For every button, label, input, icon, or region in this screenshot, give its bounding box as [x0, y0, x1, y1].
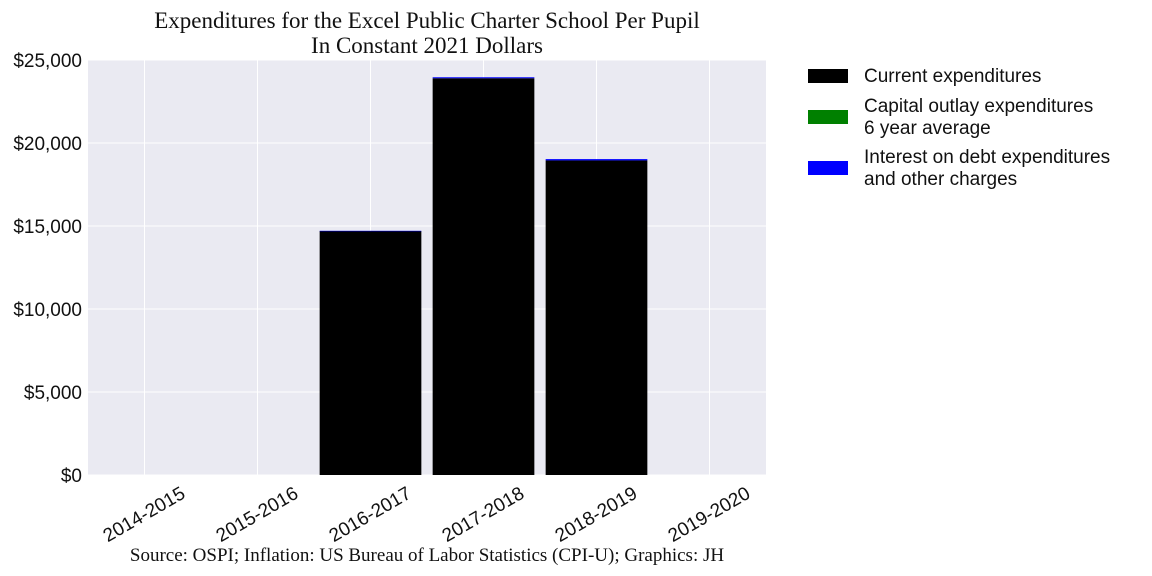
chart-title: Expenditures for the Excel Public Charte…	[154, 8, 700, 33]
y-tick-label: $5,000	[24, 383, 82, 404]
x-tick-label: 2018-2019	[552, 483, 641, 547]
bar-series-1	[319, 230, 422, 475]
legend-swatch	[808, 110, 848, 124]
x-axis-ticks: 2014-2015 2015-2016 2016-2017 2017-2018 2018…	[100, 483, 754, 547]
bar-series-3	[319, 230, 422, 232]
x-tick-label: 2019-2020	[665, 483, 754, 547]
y-tick-label: $0	[61, 466, 82, 487]
legend-label: Interest on debt expenditures and other c…	[864, 147, 1110, 190]
bar-series-3	[545, 159, 648, 161]
y-tick-label: $15,000	[13, 217, 82, 238]
bar-series-1	[545, 160, 648, 475]
y-axis-ticks: $0 $5,000 $10,000 $15,000 $20,000 $25,000	[13, 51, 82, 487]
legend-label: Capital outlay expenditures 6 year averag…	[864, 96, 1093, 139]
chart-subtitle: In Constant 2021 Dollars	[311, 33, 543, 58]
x-tick-label: 2014-2015	[100, 483, 189, 547]
bar-series-3	[432, 77, 535, 79]
x-tick-label: 2017-2018	[439, 483, 528, 547]
y-tick-label: $25,000	[13, 51, 82, 72]
source-note: Source: OSPI; Inflation: US Bureau of La…	[130, 545, 724, 566]
bars	[319, 77, 648, 475]
plot-area	[88, 60, 766, 475]
y-tick-label: $20,000	[13, 134, 82, 155]
legend-label: Current expenditures	[864, 66, 1041, 87]
x-tick-label: 2016-2017	[326, 483, 415, 547]
legend-swatch	[808, 69, 848, 83]
x-tick-label: 2015-2016	[213, 483, 302, 547]
bar-series-1	[432, 78, 535, 475]
legend-swatch	[808, 161, 848, 175]
y-tick-label: $10,000	[13, 300, 82, 321]
legend: Current expenditures Capital outlay expen…	[808, 66, 1110, 190]
